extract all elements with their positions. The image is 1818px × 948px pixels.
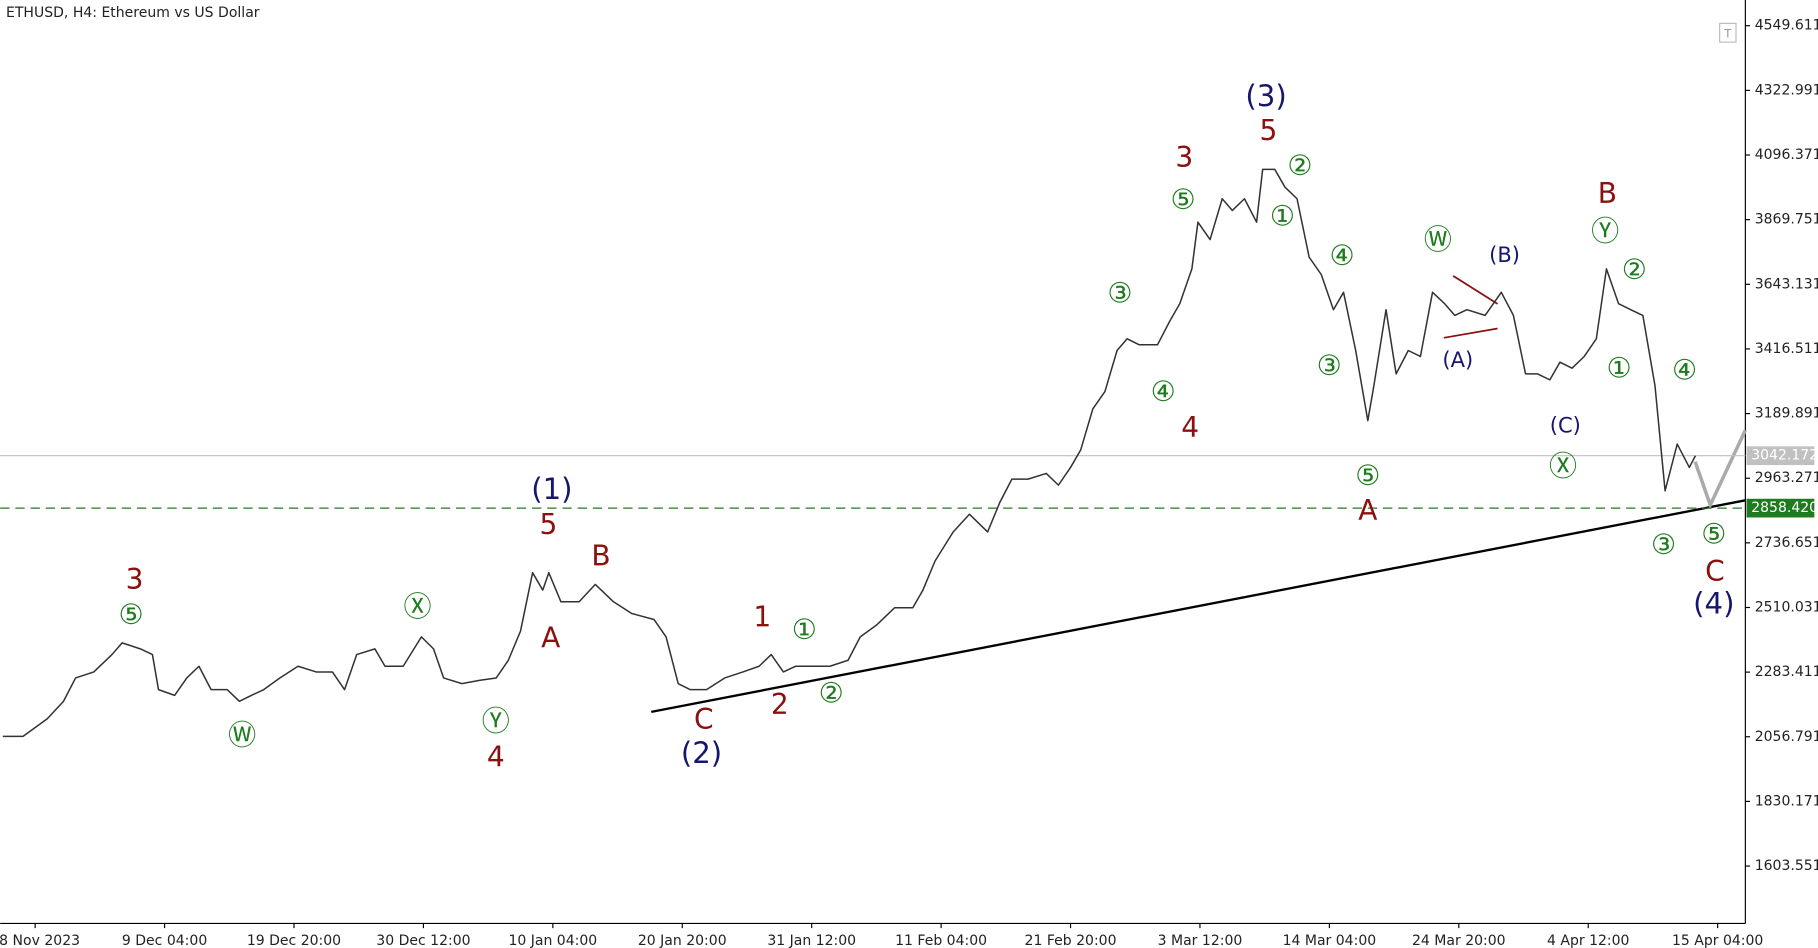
wave-label: Ⓧ <box>1549 450 1577 483</box>
y-tick-label: 4096.371 <box>1755 147 1818 163</box>
wave-label: C <box>1705 555 1725 588</box>
price-label: 3042.172 <box>1751 448 1818 464</box>
x-tick-label: 10 Jan 04:00 <box>508 933 597 948</box>
y-tick-label: 3416.511 <box>1755 341 1818 357</box>
wave-label: 1 <box>753 600 771 633</box>
wave-label: ⑤ <box>119 598 144 631</box>
y-tick-label: 3189.891 <box>1755 406 1818 422</box>
y-tick-label: 2056.791 <box>1755 729 1818 745</box>
wave-label: C <box>694 703 714 736</box>
wave-label: ⑤ <box>1355 459 1380 492</box>
x-tick-label: 9 Dec 04:00 <box>122 933 207 948</box>
wave-label: ② <box>1287 149 1312 182</box>
triangle-upper <box>1452 275 1499 305</box>
wave-label: Ⓦ <box>1424 223 1452 256</box>
wave-label: A <box>1358 494 1377 527</box>
x-tick-label: 21 Feb 20:00 <box>1025 933 1117 948</box>
wave-label: ② <box>819 676 844 709</box>
wave-label: ① <box>1270 199 1295 232</box>
wave-label: 5 <box>539 508 557 541</box>
y-tick-label: 1830.171 <box>1755 793 1818 809</box>
wave-label: ④ <box>1672 354 1697 387</box>
wave-label: (4) <box>1693 587 1734 621</box>
wave-label: B <box>1598 177 1617 210</box>
price-label-box <box>1746 446 1815 466</box>
wave-label: 4 <box>487 741 505 774</box>
x-tick-label: 4 Apr 12:00 <box>1547 933 1629 948</box>
x-tick-label: 3 Mar 12:00 <box>1158 933 1243 948</box>
wave-label: (1) <box>531 472 572 506</box>
y-tick-label: 1603.551 <box>1755 858 1818 874</box>
wave-label: A <box>541 621 560 654</box>
wave-label: Ⓨ <box>1591 215 1619 248</box>
x-tick-label: 15 Apr 04:00 <box>1672 933 1763 948</box>
y-tick-label: 2963.271 <box>1755 470 1818 486</box>
wave-label: ② <box>1622 253 1647 286</box>
wave-label: (B) <box>1489 242 1520 267</box>
wave-label: ④ <box>1330 239 1355 272</box>
wave-label: Ⓨ <box>482 704 510 737</box>
wave-label: ① <box>1607 351 1632 384</box>
wave-label: Ⓦ <box>228 718 256 751</box>
wave-label: 4 <box>1181 411 1199 444</box>
x-tick-label: 14 Mar 04:00 <box>1283 933 1377 948</box>
wave-label: Ⓧ <box>403 590 431 623</box>
wave-label: ④ <box>1151 375 1176 408</box>
wave-label: (A) <box>1442 347 1473 372</box>
wave-label: ③ <box>1651 528 1676 561</box>
wave-label: 3 <box>126 563 144 596</box>
x-tick-label: 11 Feb 04:00 <box>895 933 987 948</box>
trend-line <box>651 499 1746 714</box>
y-tick-label: 3643.131 <box>1755 276 1818 292</box>
wave-label: 5 <box>1260 114 1278 147</box>
wave-label: ⑤ <box>1171 183 1196 216</box>
y-tick-label: 2736.651 <box>1755 535 1818 551</box>
y-tick-label: 4549.611 <box>1755 18 1818 34</box>
wave-label: (2) <box>681 736 722 770</box>
wave-label: 3 <box>1175 141 1193 174</box>
y-tick-label: 4322.991 <box>1755 82 1818 98</box>
y-tick-label: 3869.751 <box>1755 212 1818 228</box>
y-tick-label: 2510.031 <box>1755 599 1818 615</box>
wave-label: (C) <box>1550 413 1581 438</box>
x-tick-label: 19 Dec 20:00 <box>247 933 341 948</box>
y-tick-label: 2283.411 <box>1755 664 1818 680</box>
chart-title: ETHUSD, H4: Ethereum vs US Dollar <box>6 5 260 21</box>
corner-button-icon[interactable]: T <box>1723 26 1732 40</box>
forecast-path <box>1693 429 1747 510</box>
price-line-series <box>2 168 1697 738</box>
plot-layer: 4549.611 4322.991 4096.371 3869.751 3643.131… <box>0 18 1818 948</box>
price-label-box <box>1746 498 1815 518</box>
wave-label: ⑤ <box>1701 517 1726 550</box>
wave-label: ③ <box>1107 277 1132 310</box>
x-tick-label: 28 Nov 2023 <box>0 933 80 948</box>
x-tick-label: 24 Mar 20:00 <box>1412 933 1506 948</box>
x-tick-label: 31 Jan 12:00 <box>767 933 856 948</box>
wave-label: ① <box>792 613 817 646</box>
x-tick-label: 20 Jan 20:00 <box>638 933 727 948</box>
wave-label: B <box>591 540 610 573</box>
wave-label: ③ <box>1317 349 1342 382</box>
price-label: 2858.420 <box>1751 500 1818 516</box>
wave-label: (3) <box>1245 79 1286 113</box>
corner-button[interactable] <box>1719 22 1737 43</box>
x-tick-label: 30 Dec 12:00 <box>376 933 470 948</box>
wave-label: 2 <box>771 688 789 721</box>
triangle-lower <box>1443 327 1498 339</box>
